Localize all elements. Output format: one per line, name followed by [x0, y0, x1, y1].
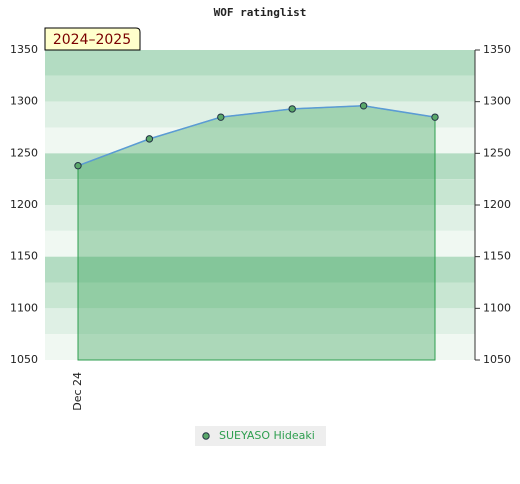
band — [45, 75, 475, 102]
y2-tick-label: 1350 — [483, 43, 511, 56]
marker — [145, 135, 154, 143]
band — [45, 282, 475, 309]
band — [45, 205, 475, 231]
y-tick-label: 1300 — [10, 95, 38, 108]
marker — [288, 105, 296, 113]
y-tick-label: 1350 — [10, 43, 38, 56]
x-tick-label: Dec 24 — [71, 372, 84, 411]
band — [45, 334, 475, 360]
line — [77, 105, 436, 167]
legend-label: SUEYASO Hideaki — [219, 429, 315, 442]
y-tick-label: 1250 — [10, 146, 38, 159]
y-tick-label: 1100 — [10, 301, 38, 314]
y2-tick-label: 1100 — [483, 301, 511, 314]
y2-tick-label: 1250 — [483, 146, 511, 159]
marker — [431, 113, 439, 121]
legend-marker — [202, 432, 210, 440]
season-label: 2024–2025 — [53, 32, 131, 48]
marker — [359, 102, 368, 110]
plot — [74, 102, 439, 361]
band — [45, 153, 475, 180]
band — [45, 256, 475, 283]
band — [45, 127, 475, 154]
season-badge — [44, 27, 141, 51]
marker — [217, 113, 225, 121]
band — [45, 101, 475, 128]
band — [45, 50, 475, 76]
chart-title: WOF ratinglist — [214, 6, 307, 19]
band — [45, 179, 475, 205]
y2-tick-label: 1200 — [483, 198, 511, 211]
band — [45, 308, 475, 335]
y-tick-label: 1150 — [10, 250, 38, 263]
y2-tick-label: 1050 — [483, 353, 511, 366]
legend-box — [195, 426, 326, 446]
y-tick-label: 1200 — [10, 198, 38, 211]
band — [45, 230, 475, 257]
y-tick-label: 1050 — [10, 353, 38, 366]
y2-tick-label: 1300 — [483, 95, 511, 108]
y2-tick-label: 1150 — [483, 250, 511, 263]
marker — [74, 162, 82, 170]
plot-background — [45, 50, 475, 360]
